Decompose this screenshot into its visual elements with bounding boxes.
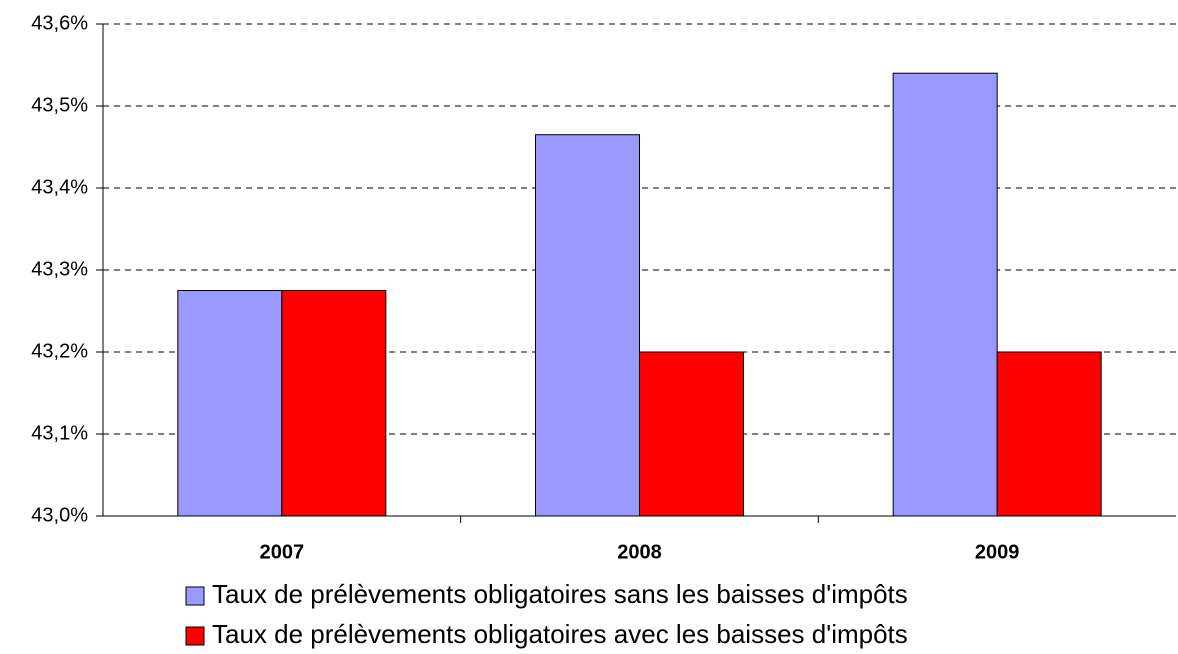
legend-swatch xyxy=(185,626,205,646)
bar xyxy=(281,290,387,517)
bar xyxy=(639,351,744,517)
y-tick-label: 43,2% xyxy=(31,340,88,362)
legend-swatch xyxy=(185,586,205,606)
y-tick-label: 43,6% xyxy=(31,12,88,34)
bar xyxy=(996,351,1102,517)
y-tick-label: 43,1% xyxy=(31,422,88,444)
y-tick-label: 43,4% xyxy=(31,176,88,198)
x-tick-label: 2007 xyxy=(260,541,305,563)
bar xyxy=(177,290,283,517)
legend-label: Taux de prélèvements obligatoires sans l… xyxy=(212,579,908,609)
y-tick-label: 43,0% xyxy=(31,504,88,526)
bar xyxy=(535,134,640,517)
legend-label: Taux de prélèvements obligatoires avec l… xyxy=(212,619,908,649)
x-tick-label: 2009 xyxy=(975,541,1020,563)
x-tick-label: 2008 xyxy=(617,541,662,563)
y-tick-label: 43,3% xyxy=(31,258,88,280)
bar xyxy=(892,72,998,517)
y-tick-label: 43,5% xyxy=(31,94,88,116)
